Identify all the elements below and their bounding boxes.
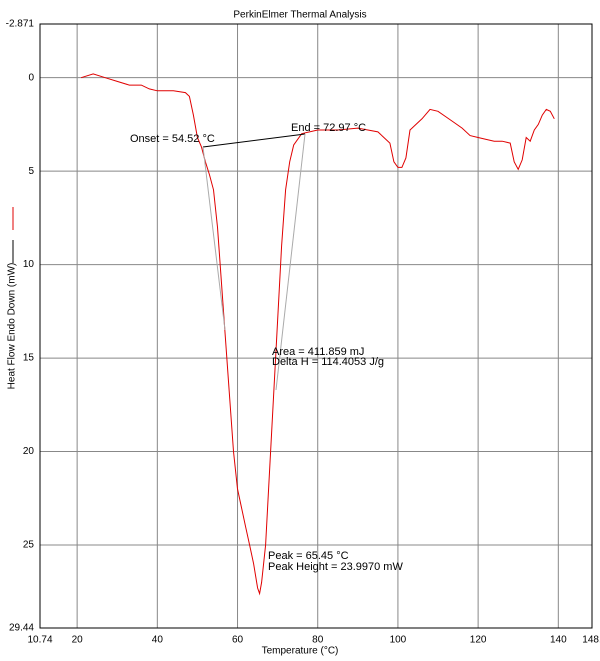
y-tick-label: 10 — [23, 259, 35, 270]
chart-title: PerkinElmer Thermal Analysis — [233, 10, 366, 21]
plot-area: 10.74 20 40 60 80 100 120 140 148. -2.871 0 5 10 15 20… — [6, 19, 600, 646]
annotation: Peak Height = 23.9970 mW — [268, 561, 403, 573]
x-tick-label: 148. — [582, 635, 600, 646]
y-tick-label: 25 — [23, 540, 35, 551]
tangent — [202, 146, 226, 331]
y-tick-label: 0 — [28, 72, 34, 83]
y-tick-label: 20 — [23, 446, 35, 457]
x-tick-label: 80 — [312, 635, 324, 646]
annotation: End = 72.97 °C — [291, 122, 366, 134]
data-line — [80, 73, 555, 596]
x-tick-label: 20 — [72, 635, 84, 646]
baseline — [202, 133, 306, 148]
x-tick-label: 100 — [390, 635, 407, 646]
x-axis-label: Temperature (°C) — [262, 646, 339, 657]
annotation: Onset = 54.52 °C — [130, 133, 215, 145]
y-tick-label: 5 — [28, 166, 34, 177]
x-tick-label: 10.74 — [27, 635, 52, 646]
tangent — [275, 133, 306, 391]
x-tick-label: 60 — [232, 635, 244, 646]
plot-border — [39, 23, 593, 629]
y-tick-label: 29.44 — [9, 623, 34, 634]
annotation: Delta H = 114.4053 J/g — [272, 356, 384, 368]
y-tick-label: -2.871 — [6, 19, 35, 30]
x-tick-label: 40 — [152, 635, 164, 646]
annotation: Area = 411.859 mJ — [272, 346, 364, 358]
x-tick-label: 140 — [550, 635, 567, 646]
y-tick-label: 15 — [23, 353, 35, 364]
x-tick-label: 120 — [470, 635, 487, 646]
annotation: Peak = 65.45 °C — [268, 550, 349, 562]
y-axis-label: Heat Flow Endo Down (mW) — [7, 263, 18, 390]
